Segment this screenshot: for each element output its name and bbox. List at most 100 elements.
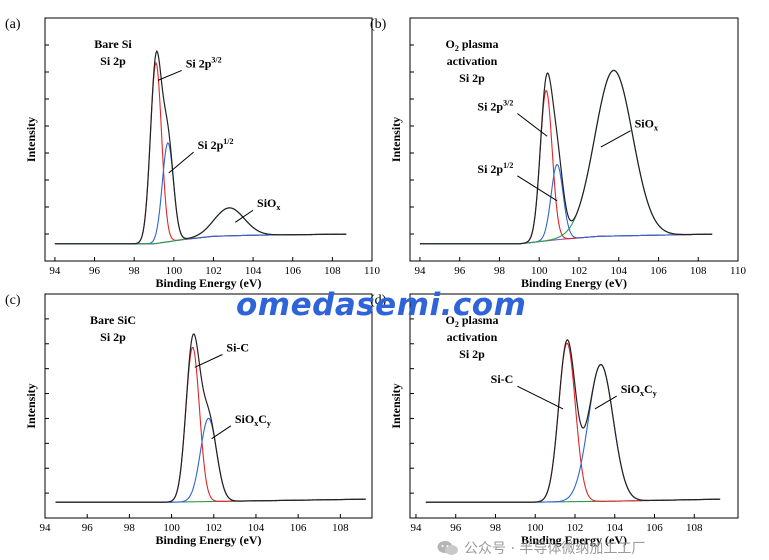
x-tick-label: 94	[410, 522, 422, 534]
x-tick-label: 108	[324, 265, 341, 277]
envelope-line	[425, 339, 721, 503]
x-tick-label: 110	[364, 265, 381, 277]
x-tick-label: 96	[454, 265, 466, 277]
x-tick-label: 104	[248, 522, 265, 534]
axes-frame	[409, 293, 739, 519]
background-line	[419, 233, 713, 245]
x-tick-label: 102	[205, 265, 222, 277]
fit-peak-red	[54, 61, 347, 245]
x-tick-label: 100	[527, 522, 544, 534]
y-axis-label: Intensity	[389, 383, 403, 428]
panel-title-line: Bare Si	[94, 37, 132, 51]
fit-peak-green	[54, 207, 347, 245]
x-tick-label: 108	[686, 522, 703, 534]
panel-title-line: Bare SiC	[90, 313, 136, 327]
annotation-leader	[600, 130, 631, 148]
peak-annotation: Si 2p1/2	[477, 161, 513, 176]
panel-title-line: O2 plasma	[445, 37, 498, 53]
x-tick-label: 106	[650, 265, 667, 277]
x-tick-label: 106	[284, 265, 301, 277]
footer-text: 公众号 · 半导体微纳加工工厂	[464, 541, 646, 557]
chart-panel-4: 94 96 98 100 102 104 106 108 Binding Energy (eV)…	[370, 293, 739, 547]
x-tick-label: 106	[646, 522, 663, 534]
panel-label: (d)	[370, 293, 387, 308]
x-tick-label: 102	[206, 522, 223, 534]
x-tick-label: 96	[89, 265, 101, 277]
panel-title-line: Si 2p	[459, 347, 485, 361]
panel-label: (a)	[5, 17, 21, 32]
x-tick-label: 110	[730, 265, 747, 277]
fit-peak-blue	[55, 417, 366, 503]
panel-label: (c)	[5, 293, 21, 308]
footer-watermark: 公众号 · 半导体微纳加工工厂	[437, 538, 645, 558]
x-axis-label: Binding Energy (eV)	[155, 533, 261, 547]
envelope-line	[55, 333, 366, 503]
x-tick-label: 98	[490, 522, 502, 534]
x-tick-label: 94	[414, 265, 426, 277]
annotation-leader	[211, 425, 232, 440]
y-axis-label: Intensity	[389, 117, 403, 162]
y-axis-label: Intensity	[24, 383, 38, 428]
annotation-leader	[157, 69, 182, 81]
background-line	[54, 233, 347, 245]
peak-annotation: Si 2p3/2	[477, 98, 513, 113]
annotation-leader	[234, 209, 254, 223]
x-tick-label: 100	[531, 265, 548, 277]
fit-peak-red	[55, 347, 366, 503]
panel-title-line: activation	[447, 330, 498, 344]
x-tick-label: 108	[332, 522, 349, 534]
annotation-leader	[517, 385, 564, 410]
x-tick-label: 100	[163, 522, 180, 534]
x-tick-label: 104	[607, 522, 624, 534]
peak-annotation: SiOxCy	[235, 412, 271, 428]
x-tick-label: 98	[124, 522, 136, 534]
x-tick-label: 96	[450, 522, 462, 534]
panel-title-line: activation	[447, 54, 498, 68]
chart-panel-2: 94 96 98 100 102 104 106 108 110 Binding Energy (…	[370, 17, 747, 290]
x-tick-label: 94	[40, 522, 52, 534]
axes-frame	[44, 17, 373, 262]
chart-panel-3: 94 96 98 100 102 104 106 108 Binding Energy (eV)…	[5, 293, 373, 547]
panel-title-line: Si 2p	[100, 54, 126, 68]
annotation-leader	[517, 175, 558, 202]
x-tick-label: 96	[82, 522, 94, 534]
x-tick-label: 104	[245, 265, 262, 277]
envelope-line	[419, 69, 713, 245]
x-tick-label: 106	[290, 522, 307, 534]
x-tick-label: 102	[567, 522, 584, 534]
x-axis-label: Binding Energy (eV)	[521, 533, 627, 547]
watermark-text: omedasemi.com	[236, 287, 527, 323]
x-axis-label: Binding Energy (eV)	[155, 276, 261, 290]
peak-annotation: Si 2p3/2	[186, 55, 222, 70]
x-tick-label: 108	[690, 265, 707, 277]
annotation-leader	[168, 151, 194, 174]
y-axis-label: Intensity	[24, 117, 38, 162]
fit-peak-blue	[425, 364, 721, 503]
x-tick-label: 100	[166, 265, 183, 277]
axes-frame	[409, 17, 739, 262]
envelope-line	[54, 49, 347, 245]
fit-peak-red	[419, 89, 713, 245]
fit-peak-blue	[54, 141, 347, 245]
annotation-leader	[517, 113, 548, 137]
peak-annotation: Si 2p1/2	[198, 137, 234, 152]
x-tick-label: 98	[494, 265, 506, 277]
x-tick-label: 94	[49, 265, 61, 277]
chart-panel-1: 94 96 98 100 102 104 106 108 110 Binding Energy (…	[5, 17, 381, 290]
peak-annotation: SiOxCy	[621, 382, 657, 398]
peak-annotation: SiOx	[257, 196, 280, 212]
peak-annotation: Si-C	[491, 372, 514, 386]
x-axis-label: Binding Energy (eV)	[521, 276, 627, 290]
peak-annotation: SiOx	[635, 117, 658, 133]
x-tick-label: 104	[610, 265, 627, 277]
panel-label: (b)	[370, 17, 387, 32]
panel-title-line: Si 2p	[100, 330, 126, 344]
annotation-leader	[194, 354, 223, 368]
annotation-leader	[594, 395, 617, 410]
axes-frame	[44, 293, 373, 519]
peak-annotation: Si-C	[226, 340, 249, 354]
panel-title-line: Si 2p	[459, 71, 485, 85]
fit-peak-green	[419, 69, 713, 245]
panel-title-line: O2 plasma	[445, 313, 498, 329]
